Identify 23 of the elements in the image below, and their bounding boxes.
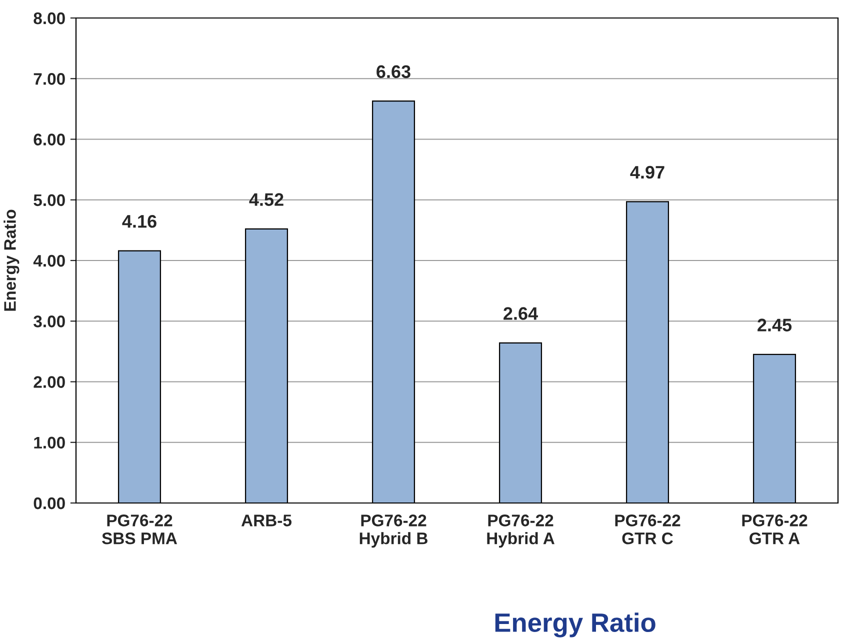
- y-tick-label: 6.00: [34, 134, 65, 146]
- x-tick-label: PG76-22 GTR A: [742, 514, 808, 544]
- y-tick-label: 8.00: [34, 12, 65, 24]
- y-tick-label: 0.00: [34, 497, 65, 510]
- x-tick-label: PG76-22 SBS PMA: [102, 514, 178, 544]
- y-tick-label: 2.00: [34, 376, 65, 388]
- x-tick-label: PG76-22 Hybrid B: [360, 514, 428, 548]
- data-label: 4.97: [630, 166, 664, 179]
- x-tick-label: PG76-22 Hybrid A: [487, 514, 554, 548]
- y-tick-label: 1.00: [34, 436, 65, 449]
- x-tick-label: PG76-22 GTR C: [615, 514, 680, 544]
- y-tick-label: 7.00: [34, 73, 65, 85]
- y-tick-label: 5.00: [34, 194, 65, 206]
- y-axis-title: Energy Ratio: [4, 210, 20, 311]
- text: Energy Ratio: [495, 612, 656, 638]
- y-tick-label: 3.00: [34, 316, 65, 328]
- data-label: 4.16: [122, 215, 156, 228]
- data-label: 4.52: [249, 193, 284, 206]
- data-label: 2.64: [504, 307, 538, 320]
- data-label: 6.63: [376, 65, 410, 78]
- y-tick-label: 4.00: [33, 254, 65, 267]
- x-tick-label: ARB-5: [241, 514, 292, 526]
- data-label: 2.45: [758, 318, 792, 332]
